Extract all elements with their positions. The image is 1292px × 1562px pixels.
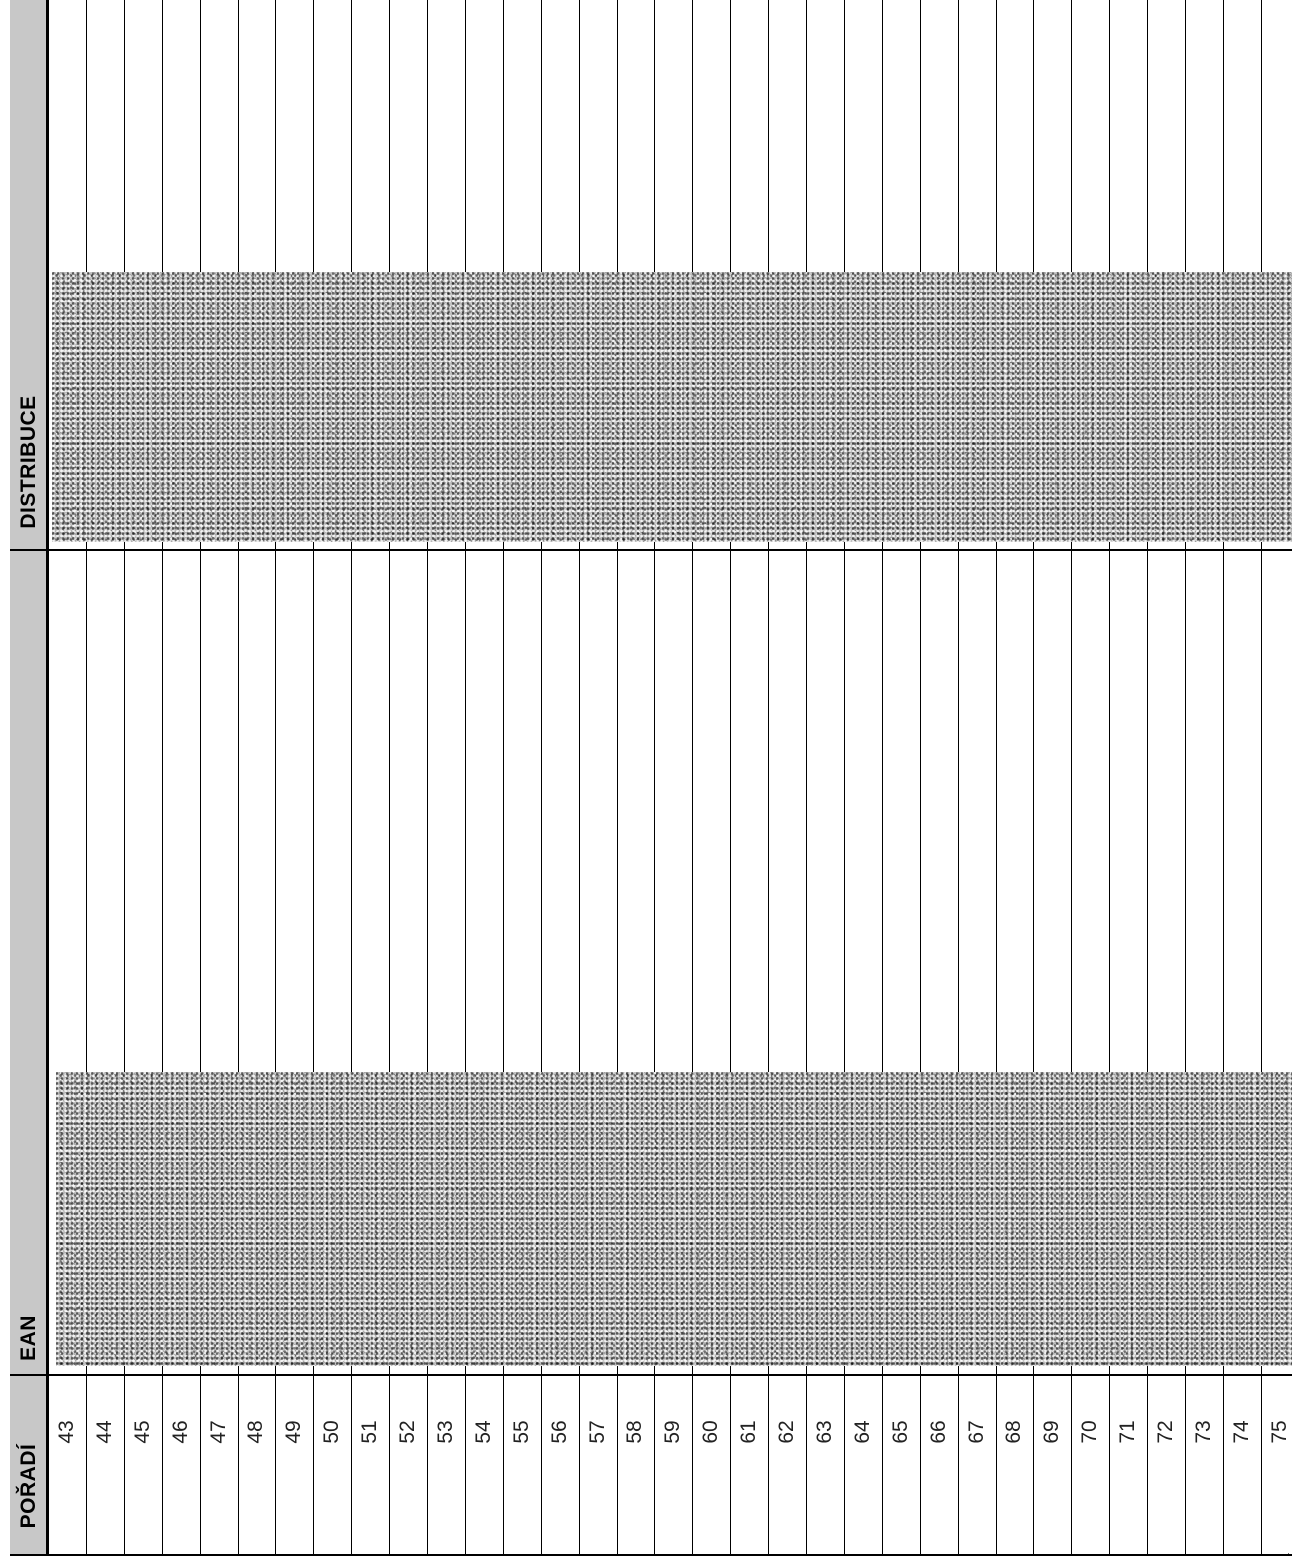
row-number: 46	[169, 1420, 192, 1444]
row-number: 48	[244, 1420, 267, 1444]
header-order: POŘADÍ	[17, 1443, 40, 1529]
row-number: 57	[586, 1420, 609, 1444]
row-number: 73	[1192, 1420, 1215, 1444]
row-number: 50	[320, 1420, 343, 1444]
row-number: 51	[358, 1420, 381, 1444]
grid-line	[389, 0, 390, 1556]
row-number: 74	[1230, 1420, 1253, 1444]
row-number: 62	[775, 1420, 798, 1444]
row-number: 43	[55, 1420, 78, 1444]
grid-line	[1033, 0, 1034, 1556]
grid-line	[503, 0, 504, 1556]
row-number: 75	[1268, 1420, 1291, 1444]
ean-barcode-noise-field	[56, 1072, 1292, 1366]
grid-line	[162, 0, 163, 1556]
row-number: 71	[1116, 1420, 1139, 1444]
grid-line	[48, 0, 49, 1556]
row-number: 61	[737, 1420, 760, 1444]
grid-line	[238, 0, 239, 1556]
grid-line	[351, 0, 352, 1556]
row-number: 67	[965, 1420, 988, 1444]
grid-line	[1261, 0, 1262, 1556]
row-number: 60	[699, 1420, 722, 1444]
grid-line	[86, 0, 87, 1556]
row-number: 66	[927, 1420, 950, 1444]
grid-line	[654, 0, 655, 1556]
grid-line	[1185, 0, 1186, 1556]
grid-line	[313, 0, 314, 1556]
bottom-border	[10, 1554, 1292, 1556]
grid-line	[1223, 0, 1224, 1556]
grid-line	[275, 0, 276, 1556]
grid-line	[1109, 0, 1110, 1556]
grid-line	[427, 0, 428, 1556]
grid-line	[768, 0, 769, 1556]
grid-line	[124, 0, 125, 1556]
grid-line	[920, 0, 921, 1556]
grid-line	[579, 0, 580, 1556]
row-number: 64	[851, 1420, 874, 1444]
grid-line	[617, 0, 618, 1556]
row-number: 49	[282, 1420, 305, 1444]
grid-line	[465, 0, 466, 1556]
section-divider-order-ean	[10, 1374, 1292, 1376]
section-divider-ean-distribution	[10, 549, 1292, 551]
distribution-noise-field	[52, 272, 1292, 542]
grid-line	[1147, 0, 1148, 1556]
header-band	[10, 0, 48, 1556]
grid-line	[806, 0, 807, 1556]
row-number: 44	[93, 1420, 116, 1444]
grid-line	[692, 0, 693, 1556]
row-number: 59	[661, 1420, 684, 1444]
grid-line	[1071, 0, 1072, 1556]
row-number: 47	[207, 1420, 230, 1444]
row-number: 56	[548, 1420, 571, 1444]
row-number: 65	[889, 1420, 912, 1444]
row-number: 68	[1002, 1420, 1025, 1444]
grid-line	[882, 0, 883, 1556]
row-number: 55	[510, 1420, 533, 1444]
row-number: 58	[623, 1420, 646, 1444]
row-number: 70	[1078, 1420, 1101, 1444]
row-number: 45	[131, 1420, 154, 1444]
row-number: 53	[434, 1420, 457, 1444]
header-distribution: DISTRIBUCE	[17, 395, 40, 529]
corner-mark: ·	[1287, 1548, 1290, 1558]
row-number: 63	[813, 1420, 836, 1444]
row-number: 52	[396, 1420, 419, 1444]
grid-line	[730, 0, 731, 1556]
grid-line	[541, 0, 542, 1556]
grid-line	[996, 0, 997, 1556]
header-ean: EAN	[17, 1315, 40, 1361]
grid-line	[958, 0, 959, 1556]
row-number: 72	[1154, 1420, 1177, 1444]
grid-line	[844, 0, 845, 1556]
row-number: 69	[1040, 1420, 1063, 1444]
row-number: 54	[472, 1420, 495, 1444]
grid-line	[200, 0, 201, 1556]
